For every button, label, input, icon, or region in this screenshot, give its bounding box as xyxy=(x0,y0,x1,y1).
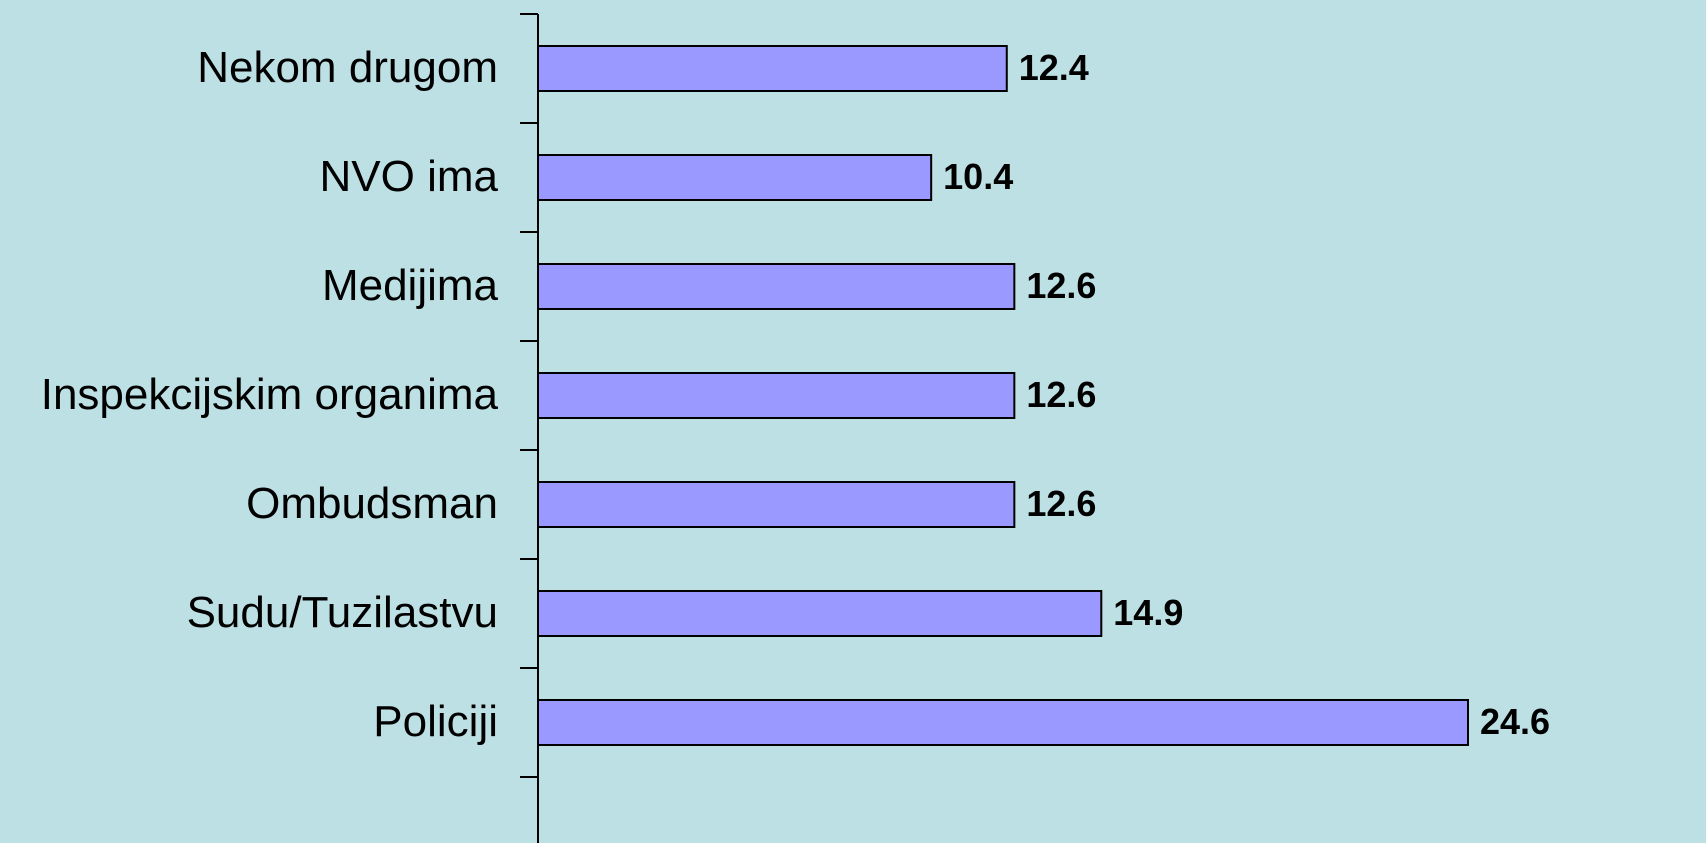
y-tick-label: Policiji xyxy=(373,697,498,746)
data-label: 12.6 xyxy=(1026,265,1096,306)
data-label: 10.4 xyxy=(943,156,1013,197)
y-tick-label: Medijima xyxy=(322,261,499,310)
data-label: 12.6 xyxy=(1026,483,1096,524)
bar xyxy=(537,481,1016,528)
bar xyxy=(537,590,1103,637)
data-label: 12.6 xyxy=(1026,374,1096,415)
data-label: 12.4 xyxy=(1019,47,1089,88)
y-tick-label: Inspekcijskim organima xyxy=(41,370,499,419)
y-tick-label: Nekom drugom xyxy=(197,43,498,92)
bar xyxy=(537,263,1016,310)
y-tick-label: NVO ima xyxy=(320,152,499,201)
y-tick-label: Sudu/Tuzilastvu xyxy=(187,588,498,637)
data-label: 24.6 xyxy=(1480,701,1550,742)
bar xyxy=(537,699,1469,746)
y-tick-label: Ombudsman xyxy=(246,479,498,528)
data-label: 14.9 xyxy=(1113,592,1183,633)
bar xyxy=(537,154,933,201)
bar xyxy=(537,372,1016,419)
bar xyxy=(537,45,1008,92)
